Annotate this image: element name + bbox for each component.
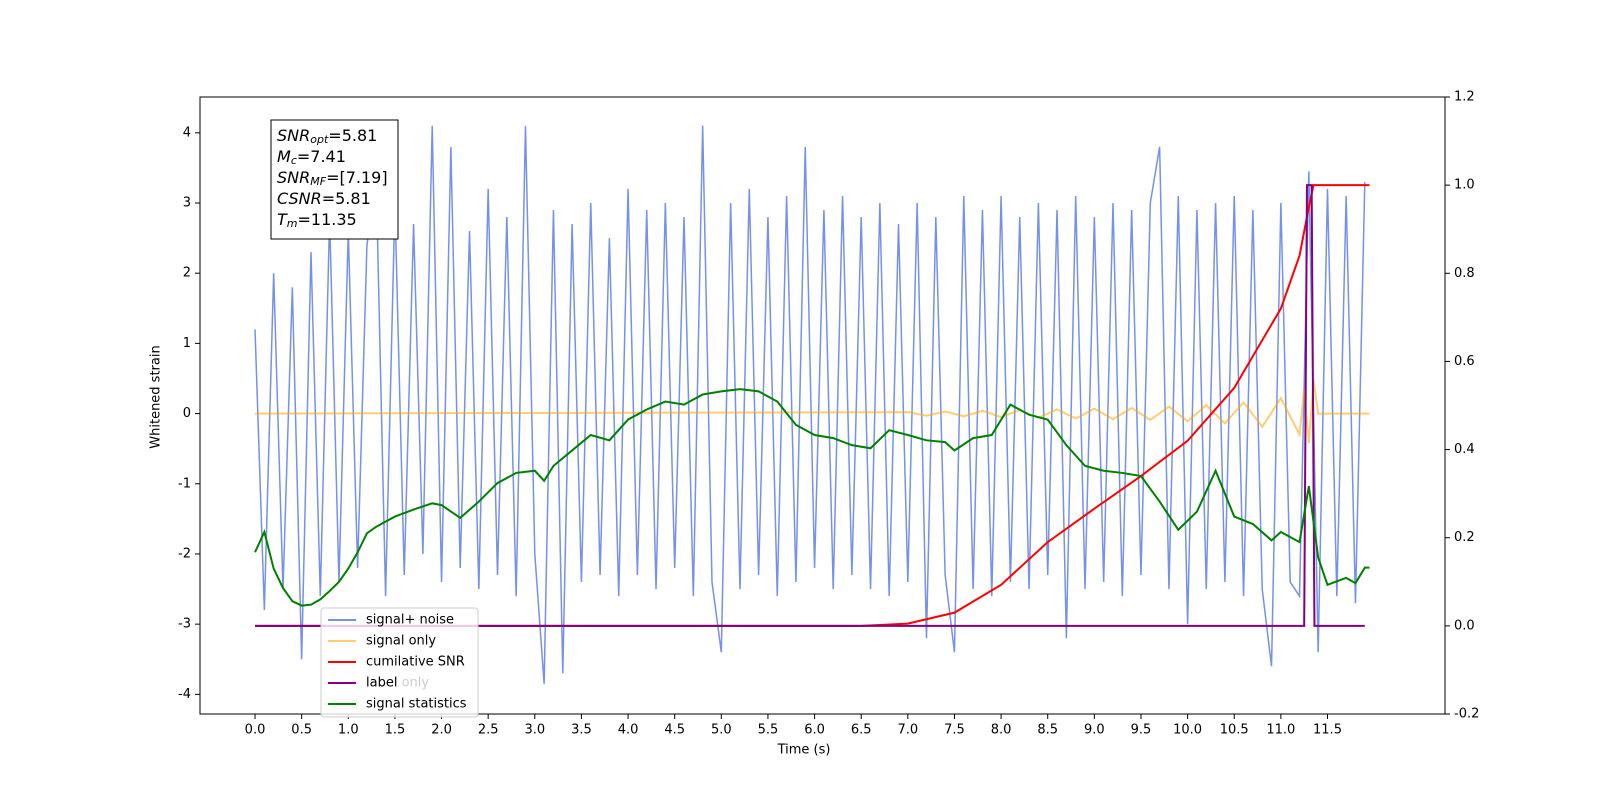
y-tick-label: -1 — [178, 476, 191, 491]
x-tick-label: 0.0 — [245, 723, 266, 738]
annotation-subscript: opt — [310, 133, 329, 146]
y2-tick-label: -0.2 — [1454, 707, 1479, 722]
x-tick-label: 10.5 — [1220, 723, 1249, 738]
y-tick-label: 4 — [183, 125, 191, 140]
annotation-value: =[7.19] — [326, 168, 388, 187]
x-tick-label: 9.5 — [1131, 723, 1152, 738]
x-tick-label: 8.0 — [991, 723, 1012, 738]
x-tick-label: 9.0 — [1084, 723, 1105, 738]
x-tick-label: 5.0 — [711, 723, 732, 738]
legend-box — [320, 607, 479, 718]
y2-tick-label: 0.6 — [1454, 354, 1475, 369]
x-tick-label: 0.5 — [291, 723, 312, 738]
y-tick-label: -4 — [178, 687, 191, 702]
legend-label: signal statistics — [366, 697, 467, 712]
y-tick-label: 2 — [183, 266, 191, 281]
x-tick-label: 11.0 — [1266, 723, 1295, 738]
x-tick-label: 1.0 — [338, 723, 359, 738]
annotation-line: SNRopt=5.81 — [277, 126, 377, 147]
y-tick-label: 1 — [183, 336, 191, 351]
plot-frame — [199, 96, 1446, 715]
annotation-value: =5.81 — [322, 189, 371, 208]
annotation-symbol: SNR — [277, 126, 310, 145]
x-tick-label: 6.0 — [804, 723, 825, 738]
y2-tick-label: 1.2 — [1454, 90, 1475, 105]
y-tick-label: 0 — [183, 406, 191, 421]
annotation-value: =7.41 — [297, 147, 346, 166]
annotation-symbol: M — [277, 147, 291, 166]
series-line — [255, 184, 1365, 627]
y-tick-label: 3 — [183, 195, 191, 210]
x-tick-label: 6.5 — [851, 723, 872, 738]
x-tick-label: 2.0 — [431, 723, 452, 738]
x-tick-label: 2.5 — [478, 723, 499, 738]
y-tick-label: -3 — [178, 617, 191, 632]
series-line — [254, 388, 1370, 607]
legend-label: cumilative SNR — [366, 655, 465, 670]
annotation-line: Mc=7.41 — [277, 147, 346, 168]
x-tick-label: 3.5 — [571, 723, 592, 738]
x-tick-label: 7.0 — [897, 723, 918, 738]
legend-label: label — [366, 676, 397, 691]
series-line — [254, 125, 1366, 684]
y2-tick-label: 0.4 — [1454, 442, 1475, 457]
x-tick-label: 4.5 — [664, 723, 685, 738]
x-axis-label: Time (s) — [777, 743, 831, 758]
x-tick-label: 3.0 — [524, 723, 545, 738]
y-axis-label: Whitened strain — [149, 345, 164, 448]
annotation-subscript: m — [287, 217, 298, 230]
series-line — [255, 379, 1370, 444]
x-tick-label: 10.0 — [1173, 723, 1202, 738]
annotation-box — [270, 119, 399, 240]
annotation-subscript: MF — [310, 175, 326, 188]
y2-tick-label: 0.2 — [1454, 530, 1475, 545]
annotation-line: CSNR=5.81 — [277, 189, 371, 208]
annotation-symbol: CSNR — [277, 189, 322, 208]
x-tick-label: 8.5 — [1037, 723, 1058, 738]
annotation-value: =11.35 — [298, 210, 357, 229]
annotation-value: =5.81 — [328, 126, 377, 145]
x-tick-label: 1.5 — [385, 723, 406, 738]
y2-tick-label: 0.0 — [1454, 618, 1475, 633]
x-tick-label: 5.5 — [758, 723, 779, 738]
x-tick-label: 7.5 — [944, 723, 965, 738]
x-tick-label: 4.0 — [618, 723, 639, 738]
annotation-line: Tm=11.35 — [277, 210, 357, 231]
legend-label: signal only — [366, 634, 436, 649]
annotation-symbol: SNR — [277, 168, 310, 187]
legend-label: signal+ noise — [366, 613, 454, 628]
y-tick-label: -2 — [178, 546, 191, 561]
annotation-line: SNRMF=[7.19] — [277, 168, 388, 189]
y2-tick-label: 0.8 — [1454, 266, 1475, 281]
x-tick-label: 11.5 — [1313, 723, 1342, 738]
annotation-symbol: T — [277, 210, 288, 229]
annotation-subscript: c — [291, 154, 297, 167]
y2-tick-label: 1.0 — [1454, 178, 1475, 193]
